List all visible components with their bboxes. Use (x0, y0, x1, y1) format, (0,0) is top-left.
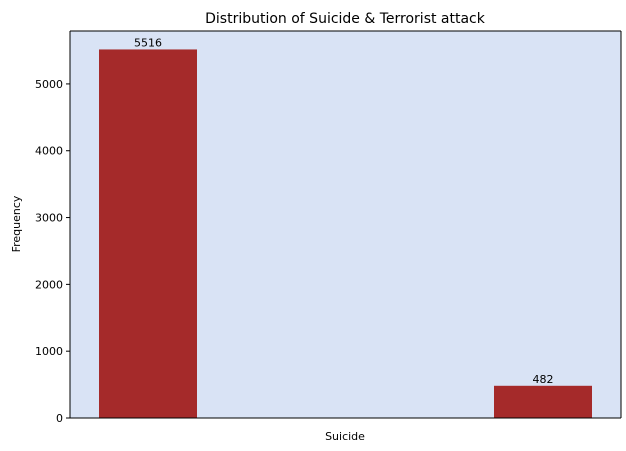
y-tick-label: 1000 (35, 345, 63, 358)
bar-0 (99, 49, 197, 419)
x-axis-label: Suicide (325, 430, 365, 443)
data-label-group: 5516 482 (134, 36, 554, 385)
bar-1 (494, 385, 592, 418)
chart-title: Distribution of Suicide & Terrorist atta… (205, 11, 486, 27)
data-label-0: 5516 (134, 36, 162, 49)
y-axis-label: Frequency (10, 195, 23, 252)
y-tick-label: 3000 (35, 212, 63, 225)
y-tick-label: 2000 (35, 278, 63, 291)
data-label-1: 482 (533, 373, 554, 386)
y-axis-ticks: 0 1000 2000 3000 4000 5000 (35, 78, 70, 425)
y-tick-label: 5000 (35, 78, 63, 91)
y-tick-label: 0 (56, 412, 63, 425)
y-tick-label: 4000 (35, 145, 63, 158)
bar-group (99, 49, 592, 419)
